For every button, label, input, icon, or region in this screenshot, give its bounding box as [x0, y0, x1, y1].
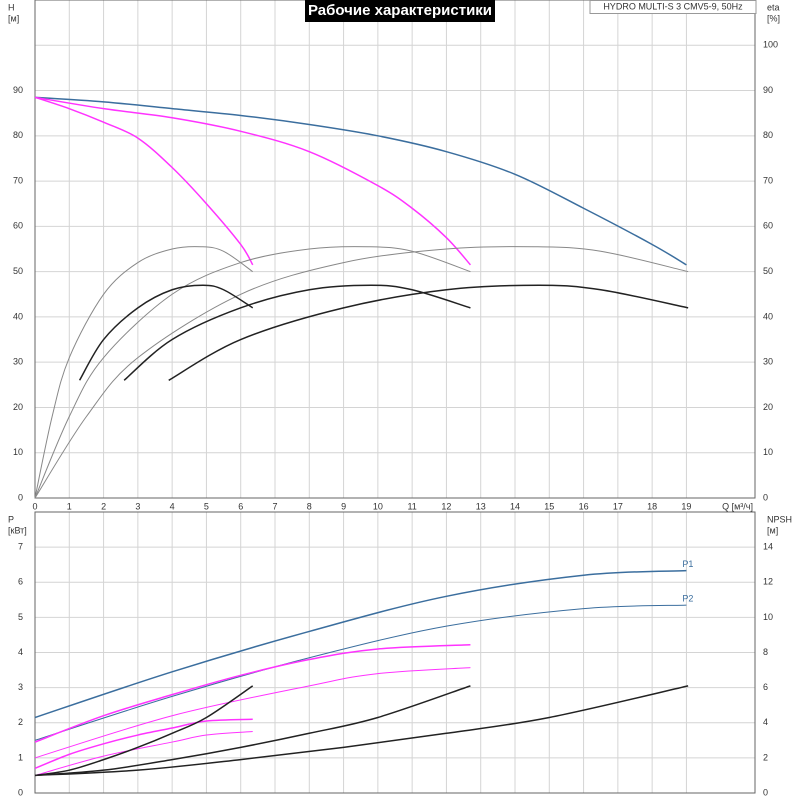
y2-tick-label: 40	[763, 311, 773, 321]
series-line	[34, 96, 687, 266]
y-axis-label: [кВт]	[8, 525, 27, 535]
y2-tick-label: 8	[763, 647, 768, 657]
series-line	[34, 96, 254, 266]
y2-tick-label: 20	[763, 402, 773, 412]
series-line	[78, 284, 254, 381]
y-tick-label: 80	[13, 130, 23, 140]
series-line	[34, 246, 254, 499]
y2-axis-label: NPSH	[767, 514, 792, 524]
chart-subtitle: HYDRO MULTI-S 3 CMV5-9, 50Hz	[603, 1, 743, 11]
y-tick-label: 30	[13, 357, 23, 367]
y-tick-label: 7	[18, 542, 23, 552]
x-tick-label: 9	[341, 501, 346, 511]
y-tick-label: 1	[18, 752, 23, 762]
y2-tick-label: 14	[763, 542, 773, 552]
series-line	[34, 685, 254, 777]
x-tick-label: 2	[101, 501, 106, 511]
series-label: P1	[682, 559, 693, 569]
y2-tick-label: 0	[763, 492, 768, 502]
y-tick-label: 60	[13, 221, 23, 231]
y-tick-label: 10	[13, 447, 23, 457]
series-line	[34, 718, 253, 770]
x-tick-label: 4	[170, 501, 175, 511]
y-tick-label: 70	[13, 175, 23, 185]
x-tick-label: 13	[476, 501, 486, 511]
y-axis-label: P	[8, 514, 14, 524]
series-line	[168, 284, 689, 381]
x-axis-label: Q [м³/ч]	[722, 501, 753, 511]
x-tick-label: 16	[579, 501, 589, 511]
series-line	[34, 569, 687, 719]
y-tick-label: 6	[18, 577, 23, 587]
series-line	[34, 96, 471, 266]
series-line	[34, 685, 471, 777]
y2-tick-label: 10	[763, 447, 773, 457]
y2-tick-label: 30	[763, 357, 773, 367]
y-tick-label: 2	[18, 717, 23, 727]
y2-tick-label: 80	[763, 130, 773, 140]
y2-tick-label: 0	[763, 787, 768, 797]
y-tick-label: 40	[13, 311, 23, 321]
y-axis-label: H	[8, 2, 15, 12]
y2-tick-label: 12	[763, 577, 773, 587]
plot-frame	[34, 511, 756, 794]
x-tick-label: 1	[67, 501, 72, 511]
y-tick-label: 5	[18, 612, 23, 622]
series-line	[34, 644, 471, 743]
x-tick-label: 10	[373, 501, 383, 511]
x-tick-label: 19	[681, 501, 691, 511]
x-tick-label: 6	[238, 501, 243, 511]
y2-tick-label: 2	[763, 752, 768, 762]
y2-axis-label: [м]	[767, 525, 778, 535]
y2-tick-label: 90	[763, 85, 773, 95]
series-line	[34, 685, 689, 777]
y2-axis-label: [%]	[767, 13, 780, 23]
x-tick-label: 12	[441, 501, 451, 511]
y2-tick-label: 100	[763, 40, 778, 50]
series-line	[34, 667, 471, 759]
y2-axis-label: eta	[767, 2, 780, 12]
y2-tick-label: 70	[763, 175, 773, 185]
series-line	[34, 246, 471, 499]
x-tick-label: 18	[647, 501, 657, 511]
y2-tick-label: 10	[763, 612, 773, 622]
x-tick-label: 15	[544, 501, 554, 511]
y-tick-label: 4	[18, 647, 23, 657]
x-tick-label: 0	[32, 501, 37, 511]
x-tick-label: 3	[135, 501, 140, 511]
y2-tick-label: 50	[763, 266, 773, 276]
y2-tick-label: 6	[763, 682, 768, 692]
y-axis-label: [м]	[8, 13, 19, 23]
y-tick-label: 0	[18, 492, 23, 502]
y2-tick-label: 4	[763, 717, 768, 727]
series-line	[123, 284, 471, 381]
y2-tick-label: 60	[763, 221, 773, 231]
series-line	[34, 731, 253, 776]
plot-frame	[34, 0, 756, 499]
subtitle-box	[589, 0, 757, 14]
x-tick-label: 14	[510, 501, 520, 511]
x-tick-label: 8	[307, 501, 312, 511]
series-line	[34, 246, 689, 499]
series-line	[34, 604, 687, 741]
x-tick-label: 7	[272, 501, 277, 511]
y-tick-label: 3	[18, 682, 23, 692]
chart-title: Рабочие характеристики	[308, 2, 492, 19]
x-tick-label: 5	[204, 501, 209, 511]
x-tick-label: 11	[407, 501, 416, 511]
y-tick-label: 0	[18, 787, 23, 797]
series-label: P2	[682, 593, 693, 603]
title-box	[305, 0, 495, 22]
y-tick-label: 90	[13, 85, 23, 95]
y-tick-label: 20	[13, 402, 23, 412]
y-tick-label: 50	[13, 266, 23, 276]
x-tick-label: 17	[613, 501, 623, 511]
